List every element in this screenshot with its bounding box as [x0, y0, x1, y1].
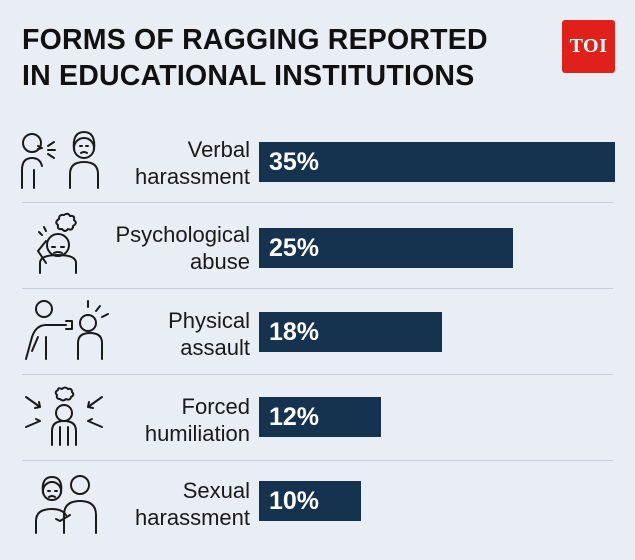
bar-value-label: 10%	[269, 487, 320, 515]
bar: 35%	[259, 142, 615, 182]
row-divider	[22, 202, 613, 203]
pointed-at-person-icon	[25, 386, 103, 446]
category-label: Sexual harassment	[135, 478, 250, 530]
title-line-2: IN EDUCATIONAL INSTITUTIONS	[22, 60, 475, 92]
category-label: Forced humiliation	[144, 394, 250, 446]
bar-value-label: 12%	[269, 403, 320, 431]
category-label: Verbal harassment	[135, 137, 250, 189]
shouting-people-icon	[21, 131, 99, 189]
category-label: Psychological abuse	[115, 222, 250, 274]
bar-row-forced-humiliation: Forced humiliation 12%	[0, 375, 635, 461]
bar: 12%	[259, 397, 381, 437]
category-label: Physical assault	[168, 308, 250, 360]
bar-row-sexual-harassment: Sexual harassment 10%	[0, 461, 635, 547]
bar: 10%	[259, 481, 361, 521]
row-divider	[22, 460, 613, 461]
bar-row-verbal-harassment: Verbal harassment 35%	[0, 118, 635, 204]
punching-people-icon	[25, 300, 109, 360]
toi-logo: TOI	[562, 20, 615, 73]
bar-value-label: 18%	[269, 318, 320, 346]
bar: 25%	[259, 228, 513, 268]
bar: 18%	[259, 312, 442, 352]
stressed-person-icon	[37, 212, 77, 274]
row-divider	[22, 288, 613, 289]
row-divider	[22, 374, 613, 375]
bar-value-label: 25%	[269, 234, 320, 262]
title-line-1: FORMS OF RAGGING REPORTED	[22, 24, 488, 56]
bar-row-psychological-abuse: Psychological abuse 25%	[0, 203, 635, 289]
bar-value-label: 35%	[269, 148, 320, 176]
chart-title: FORMS OF RAGGING REPORTED IN EDUCATIONAL…	[22, 22, 542, 94]
bar-row-physical-assault: Physical assault 18%	[0, 289, 635, 375]
comforting-people-icon	[35, 475, 97, 534]
logo-text: TOI	[569, 35, 608, 57]
